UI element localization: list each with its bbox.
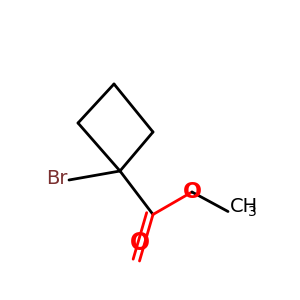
Text: CH: CH [230, 197, 258, 217]
Text: O: O [182, 182, 202, 202]
Text: Br: Br [46, 169, 68, 188]
Text: O: O [129, 231, 150, 255]
Text: 3: 3 [248, 205, 257, 219]
